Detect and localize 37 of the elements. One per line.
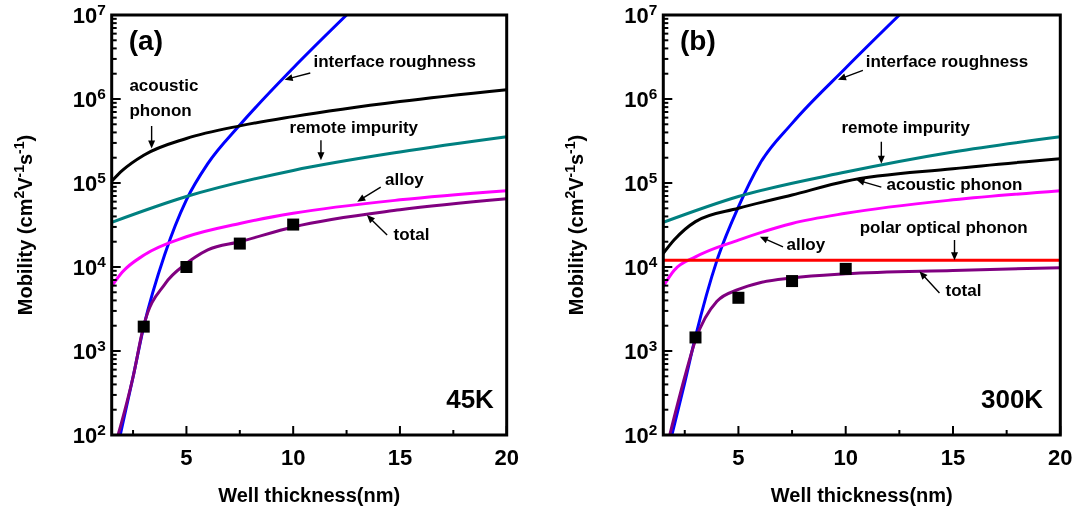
y-tick-label: 10$^{4}$ [72, 252, 107, 280]
annotation: total [945, 281, 982, 301]
annotation: (b) [680, 25, 716, 57]
annotation: acoustic phonon [129, 75, 199, 120]
y-tick-label: 10$^{5}$ [72, 168, 107, 196]
y-tick-label: 10$^{6}$ [624, 84, 658, 112]
x-tick-label: 20 [1048, 445, 1073, 470]
x-tick-label: 10 [833, 445, 858, 470]
annotation: remote impurity [289, 118, 419, 138]
y-tick-label: 10$^{3}$ [624, 336, 658, 364]
annotation: 300K [980, 384, 1044, 415]
annotation: alloy [385, 169, 425, 189]
y-tick-label: 10$^{7}$ [624, 0, 658, 28]
annotation: polar optical phonon [859, 218, 1028, 238]
annotation: remote impurity [841, 118, 971, 138]
x-tick-label: 5 [732, 445, 745, 470]
annotation: interface roughness [865, 52, 1029, 72]
annotation: alloy [786, 235, 826, 255]
x-tick-label: 10 [280, 445, 306, 470]
y-tick-label: 10$^{5}$ [624, 168, 658, 196]
y-tick-label: 10$^{6}$ [72, 84, 106, 112]
x-tick-label: 15 [940, 445, 966, 470]
y-tick-label: 10$^{4}$ [624, 252, 658, 280]
y-tick-label: 10$^{2}$ [624, 420, 658, 448]
x-tick-label: 5 [180, 445, 193, 470]
y-tick-label: 10$^{2}$ [72, 420, 106, 448]
annotation: 45K [446, 384, 495, 415]
x-tick-label: 15 [387, 445, 413, 470]
x-tick-label: 20 [494, 445, 519, 470]
annotation: acoustic phonon [886, 174, 1023, 194]
annotation: (a) [128, 25, 164, 57]
annotation: total [393, 225, 430, 245]
x-axis-title: Well thickness(nm) [218, 484, 401, 506]
y-tick-label: 10$^{3}$ [72, 336, 106, 364]
x-axis-title: Well thickness(nm) [770, 484, 953, 506]
y-tick-label: 10$^{7}$ [72, 0, 106, 28]
annotation: interface roughness [313, 52, 476, 72]
